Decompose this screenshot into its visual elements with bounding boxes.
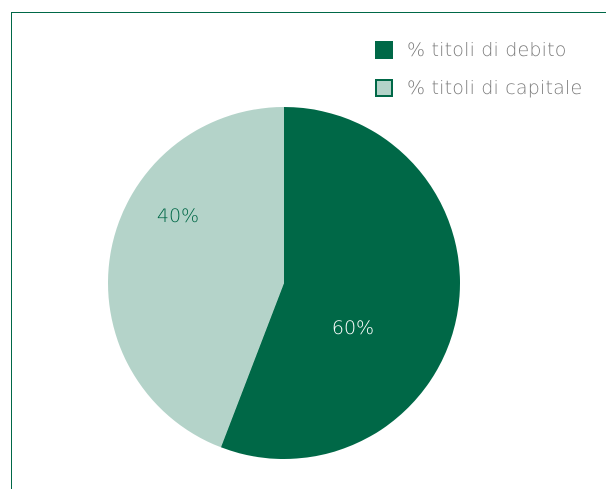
frame-top-border bbox=[11, 12, 606, 13]
data-label-debito: 60% bbox=[332, 317, 374, 339]
legend-swatch-capitale bbox=[375, 79, 393, 97]
legend-swatch-debito bbox=[375, 41, 393, 59]
legend: % titoli di debito % titoli di capitale bbox=[375, 38, 582, 114]
pie-data-labels: 60% 40% bbox=[157, 205, 374, 339]
pie-slices bbox=[108, 107, 461, 459]
legend-item-capitale: % titoli di capitale bbox=[375, 76, 582, 100]
legend-label-debito: % titoli di debito bbox=[407, 39, 567, 61]
pie-slice-capitale bbox=[108, 107, 284, 448]
data-label-capitale: 40% bbox=[157, 205, 199, 227]
legend-label-capitale: % titoli di capitale bbox=[407, 77, 583, 99]
frame-left-border bbox=[11, 12, 12, 489]
legend-item-debito: % titoli di debito bbox=[375, 38, 582, 62]
pie-slice-debito bbox=[220, 107, 461, 459]
